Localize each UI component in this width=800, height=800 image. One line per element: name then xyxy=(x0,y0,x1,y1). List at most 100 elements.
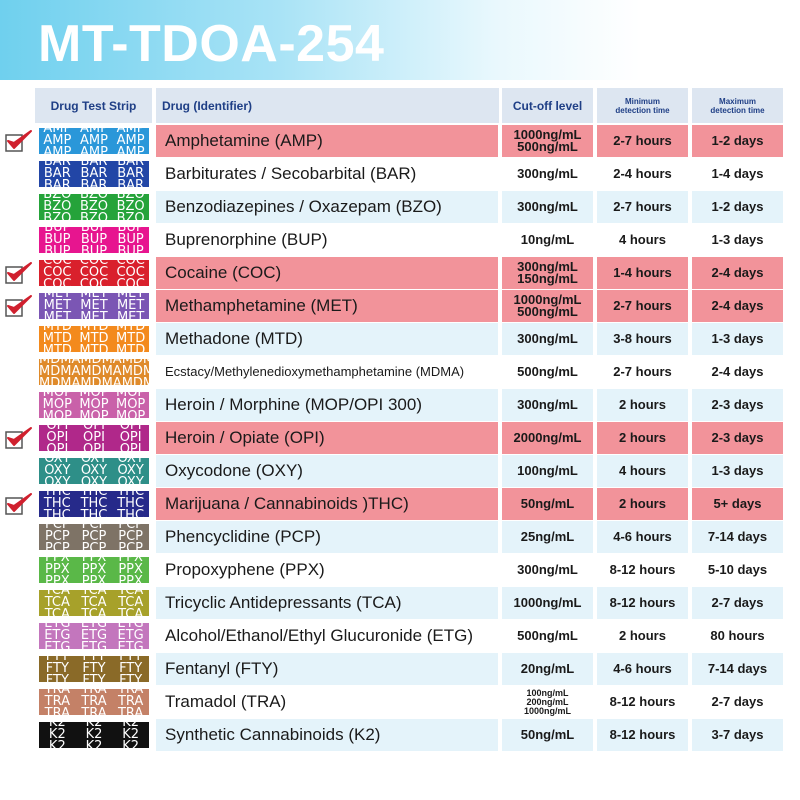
strip-code: K2 xyxy=(48,722,66,730)
strip-code: AMP xyxy=(80,145,108,154)
strip-code: TCA xyxy=(81,607,107,616)
strip-code: MET xyxy=(80,310,108,319)
cutoff-value: 500ng/mL xyxy=(517,628,578,643)
strip-code: MTD xyxy=(116,331,146,346)
column-separator xyxy=(688,323,692,355)
strip-code: BZO xyxy=(43,194,72,202)
column-separator xyxy=(688,455,692,487)
strip-code: MTD xyxy=(79,331,109,346)
column-separator xyxy=(593,554,597,586)
cutoff-value: 10ng/mL xyxy=(520,232,575,247)
strip-code: THC xyxy=(117,508,145,517)
strip-code-line: PCP PCP PCP xyxy=(39,542,149,550)
column-separator xyxy=(688,191,692,223)
column-separator xyxy=(593,653,597,685)
column-separator xyxy=(688,488,692,520)
cutoff-value: 300ng/mL xyxy=(517,166,578,181)
column-separator xyxy=(688,125,692,157)
strip-code: FTY xyxy=(45,661,69,676)
strip-code: MET xyxy=(116,310,145,319)
table-row: BAR BAR BAR BAR BAR BAR BAR BAR BAR Barbiturates … xyxy=(0,158,800,190)
strip-code: PCP xyxy=(118,529,144,544)
strip-code-line: ETG ETG ETG xyxy=(39,641,149,649)
minimum-detection-time: 4 hours xyxy=(619,232,666,247)
strip-code: ETG xyxy=(80,623,108,631)
strip-code: BZO xyxy=(43,211,72,220)
strip-code: TRA xyxy=(117,706,144,715)
maximum-detection-time: 2-7 days xyxy=(711,595,764,610)
column-separator xyxy=(688,422,692,454)
checkmark-icon xyxy=(5,262,32,284)
row-background xyxy=(156,719,783,751)
maximum-detection-time: 1-4 days xyxy=(711,166,764,181)
column-separator xyxy=(593,224,597,256)
table-row: PPX PPX PPX PPX PPX PPX PPX PPX PPX Propoxyphene … xyxy=(0,554,800,586)
strip-code-line: TCA TCA TCA xyxy=(39,596,149,609)
maximum-detection-time: 2-3 days xyxy=(711,397,764,412)
maximum-detection-time: 1-2 days xyxy=(711,133,764,148)
cutoff-value: 200ng/mL xyxy=(526,696,569,707)
drug-name: Propoxyphene (PPX) xyxy=(165,560,325,579)
row-background xyxy=(156,191,783,223)
strip-code: MOP xyxy=(42,409,72,418)
strip-code: PPX xyxy=(118,574,143,583)
strip-code-line: BUP BUP BUP xyxy=(39,245,149,253)
strip-code: TRA xyxy=(81,694,107,709)
strip-code: K2 xyxy=(85,739,103,748)
cutoff-value: 300ng/mL xyxy=(517,397,578,412)
header-maximum-detection-time: Maximum detection time xyxy=(692,88,783,123)
strip-code: BZO xyxy=(79,194,109,202)
minimum-detection-time: 8-12 hours xyxy=(609,694,676,709)
cutoff-level: 20ng/mL xyxy=(502,653,593,685)
column-separator xyxy=(593,521,597,553)
strip-code-line: BZO BZO BZO xyxy=(39,211,149,220)
strip-code: MTD xyxy=(42,326,72,334)
strip-code: BAR xyxy=(117,161,145,169)
strip-code: BAR xyxy=(80,161,108,169)
column-separator xyxy=(593,191,597,223)
drug-name: Alcohol/Ethanol/Ethyl Glucuronide (ETG) xyxy=(165,626,474,645)
column-separator xyxy=(688,653,692,685)
strip-code: AMP xyxy=(80,128,108,136)
maximum-detection-time: 2-7 days xyxy=(711,694,764,709)
strip-code: MET xyxy=(80,293,108,301)
strip-code: COC xyxy=(116,260,145,268)
strip-code: TRA xyxy=(117,694,144,709)
cutoff-value: 1000ng/mL xyxy=(513,595,582,610)
table-row: TRA TRA TRA TRA TRA TRA TRA TRA TRA Tramadol (TRA… xyxy=(0,686,800,718)
cutoff-value: 1000ng/mL xyxy=(513,127,582,142)
strip-code: BUP xyxy=(80,232,108,247)
strip-code: MET xyxy=(116,293,145,301)
strip-code: BUP xyxy=(80,227,108,235)
strip-code-line: FTY FTY FTY xyxy=(39,656,149,663)
cutoff-value: 300ng/mL xyxy=(517,259,578,274)
minimum-detection-time: 2-4 hours xyxy=(613,166,672,181)
strip-code: AMP xyxy=(80,133,108,148)
strip-code-line: K2 K2 K2 xyxy=(39,722,149,730)
cutoff-level: 300ng/mL xyxy=(502,554,593,586)
test-strip-thc: THC THC THC THC THC THC THC THC THC xyxy=(39,491,149,517)
strip-code: OXY xyxy=(80,458,108,466)
strip-code-line: MTD MTD MTD xyxy=(39,326,149,334)
cutoff-level: 500ng/mL xyxy=(502,356,593,388)
column-separator xyxy=(498,125,502,157)
strip-code: MTD xyxy=(79,326,109,334)
minimum-detection-time: 2 hours xyxy=(619,430,666,445)
minimum-detection-time: 4-6 hours xyxy=(613,529,672,544)
strip-code-line: THC THC THC xyxy=(39,497,149,510)
strip-code: MDMA xyxy=(39,376,81,385)
strip-code-line: MOP MOP MOP xyxy=(39,398,149,411)
test-strip-amp: AMP AMP AMP AMP AMP AMP AMP AMP AMP xyxy=(39,128,149,154)
table-row: COC COC COC COC COC COC COC COC COC Cocaine (COC)… xyxy=(0,257,800,289)
strip-code: AMP xyxy=(116,128,145,136)
strip-code-line: OPI OPI OPI xyxy=(39,443,149,451)
checkmark-icon xyxy=(5,295,32,317)
strip-code: TCA xyxy=(118,590,144,598)
column-separator xyxy=(498,455,502,487)
checkmark-icon xyxy=(5,427,32,449)
column-separator xyxy=(593,686,597,718)
drug-name: Barbiturates / Secobarbital (BAR) xyxy=(165,164,417,183)
cutoff-value: 300ng/mL xyxy=(517,562,578,577)
test-strip-bup: BUP BUP BUP BUP BUP BUP BUP BUP BUP xyxy=(39,227,149,253)
drug-name: Methadone (MTD) xyxy=(165,329,303,348)
